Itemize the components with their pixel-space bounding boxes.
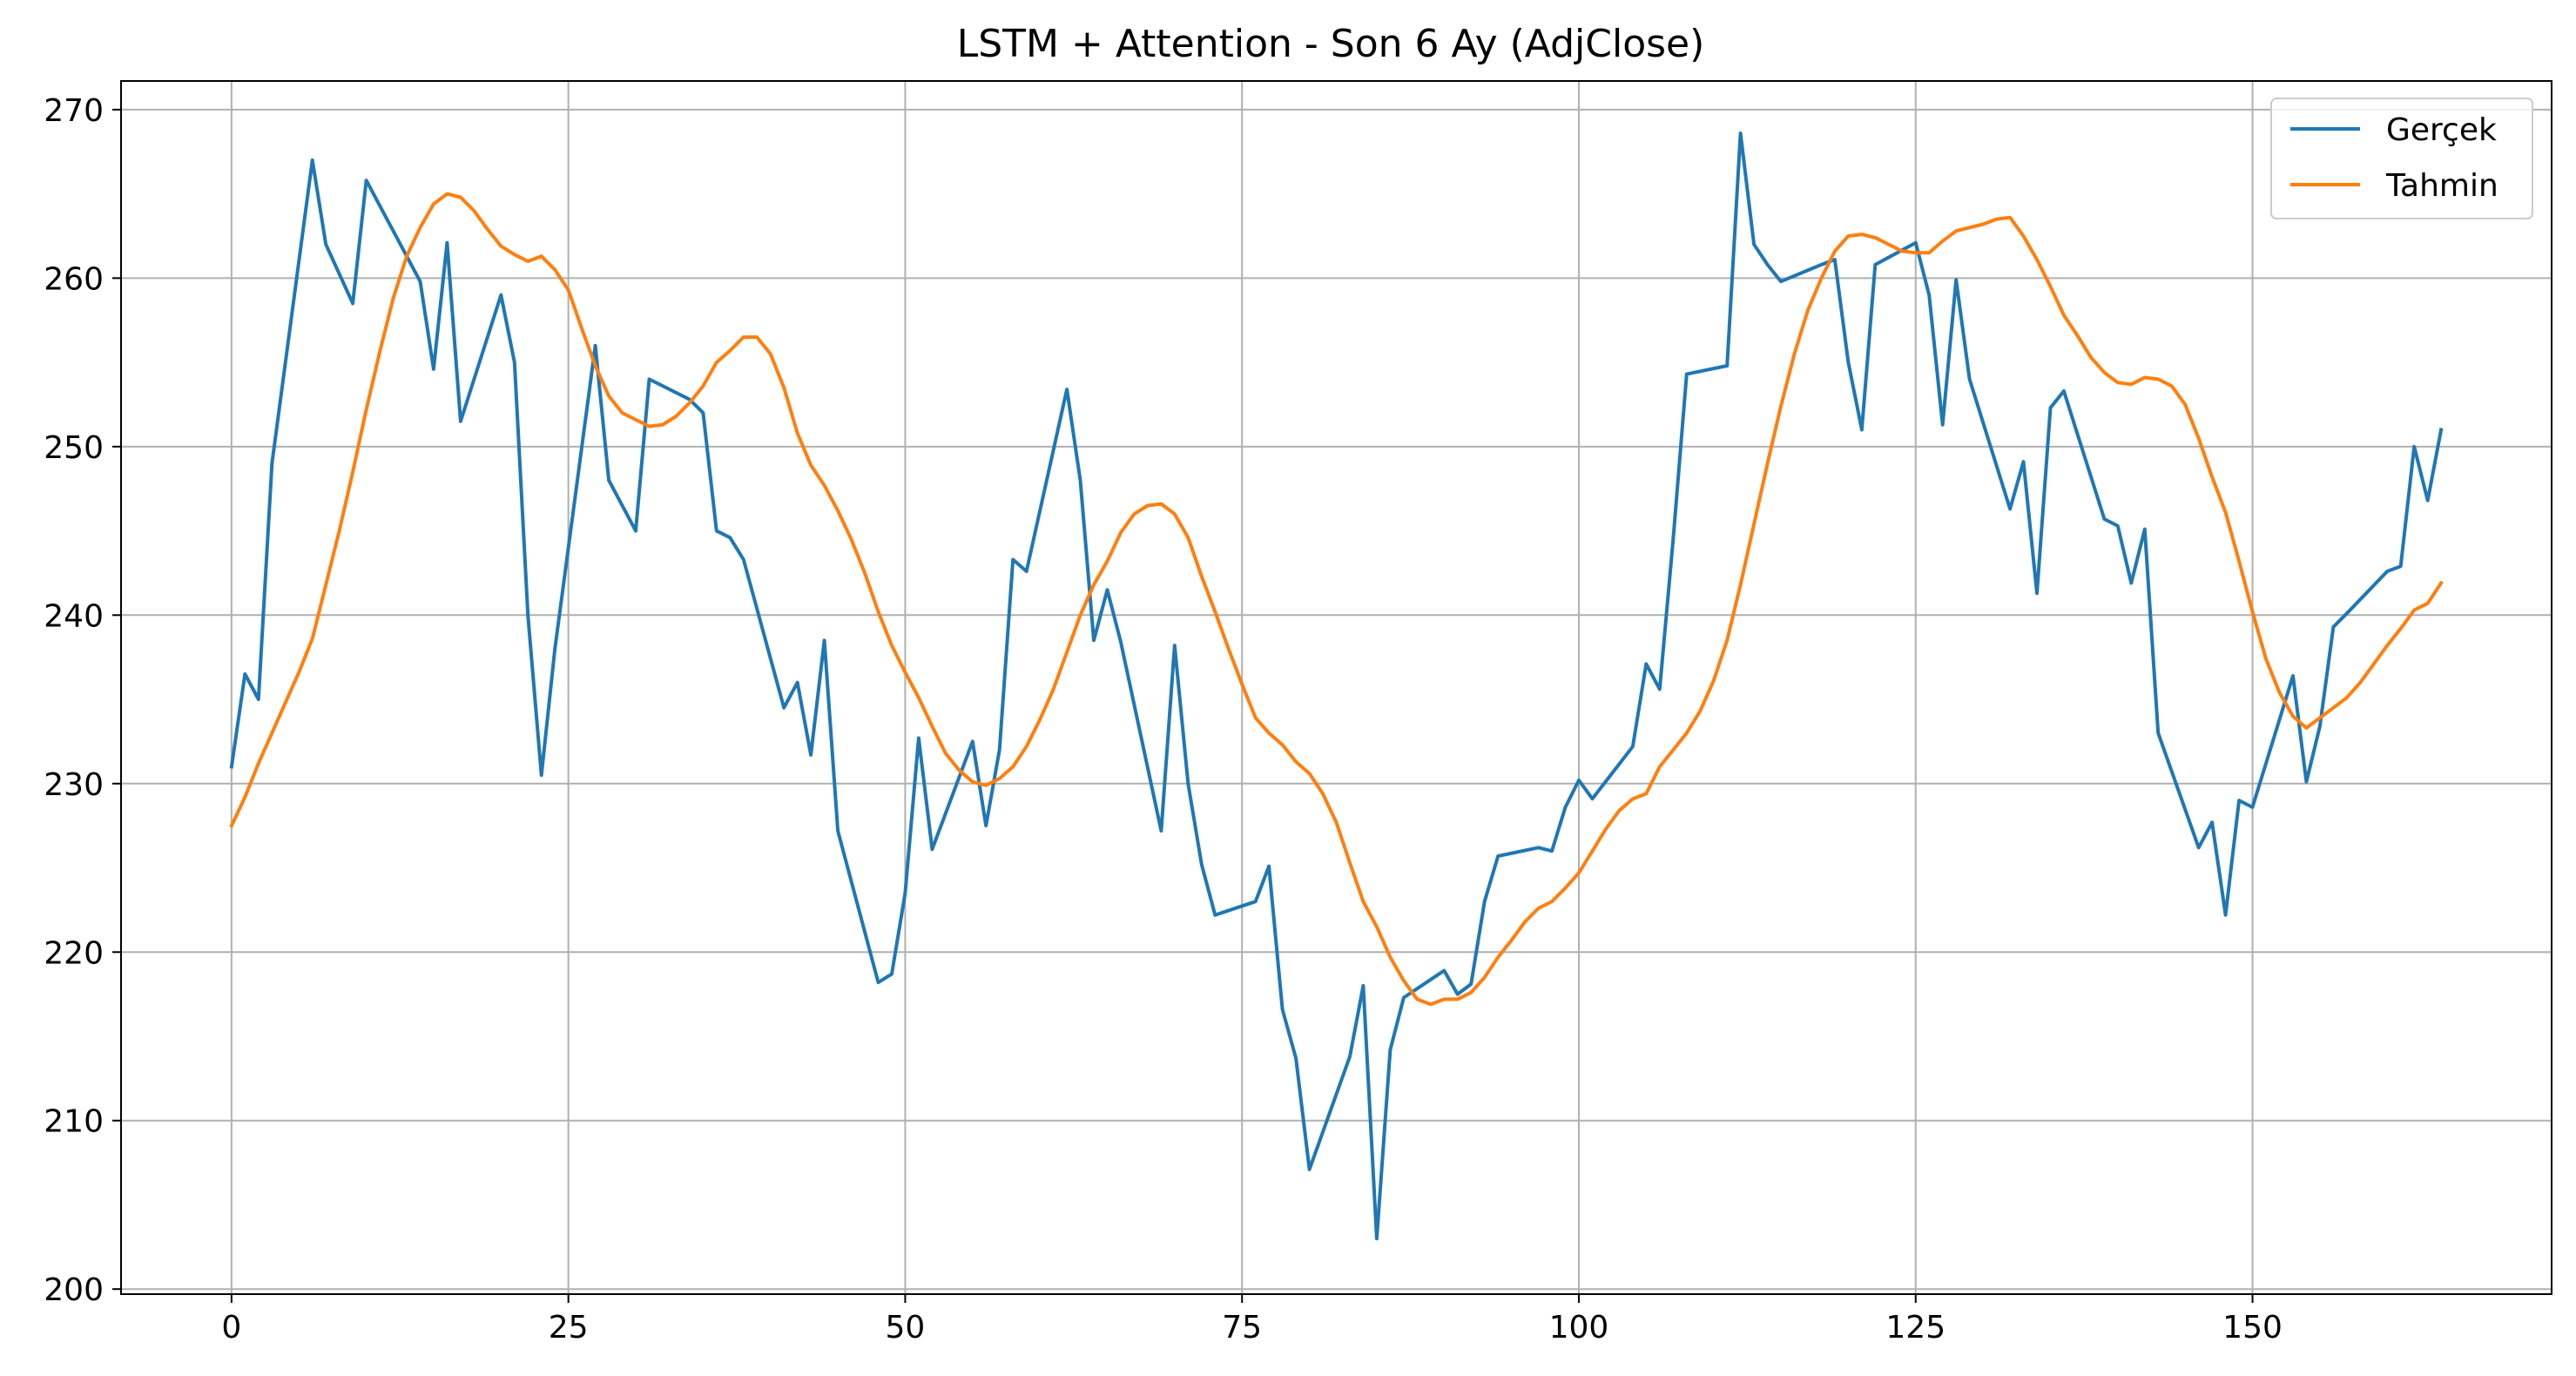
- legend-label-tahmin: Tahmin: [2385, 168, 2498, 204]
- x-axis: 0 25 50 75 100 125 150: [221, 1294, 2283, 1346]
- plot-frame: [120, 80, 2552, 1295]
- legend: Gerçek Tahmin: [2270, 98, 2533, 219]
- x-tick-label: 75: [1222, 1310, 1262, 1346]
- y-tick-label: 230: [44, 767, 104, 803]
- y-tick-label: 200: [44, 1272, 104, 1308]
- x-tick-label: 50: [886, 1310, 926, 1346]
- series-line-tahmin: [229, 192, 2444, 1007]
- y-tick-label: 270: [44, 93, 104, 129]
- x-tick-label: 0: [221, 1310, 241, 1346]
- x-tick-label: 125: [1885, 1310, 1945, 1346]
- y-tick-label: 220: [44, 935, 104, 971]
- y-tick-label: 250: [44, 430, 104, 466]
- x-tick-label: 150: [2222, 1310, 2283, 1346]
- y-tick-label: 210: [44, 1104, 104, 1140]
- x-tick-label: 100: [1549, 1310, 1609, 1346]
- grid-lines: [121, 81, 2552, 1294]
- y-tick-label: 260: [44, 261, 104, 297]
- series-line-gercek: [229, 132, 2444, 1241]
- series-lines: [229, 132, 2444, 1241]
- x-tick-label: 25: [549, 1310, 589, 1346]
- chart-title: LSTM + Attention - Son 6 Ay (AdjClose): [957, 22, 1705, 66]
- y-tick-label: 240: [44, 598, 104, 634]
- y-axis: 200 210 220 230 240 250 260 270: [44, 93, 121, 1308]
- legend-label-gercek: Gerçek: [2386, 112, 2497, 148]
